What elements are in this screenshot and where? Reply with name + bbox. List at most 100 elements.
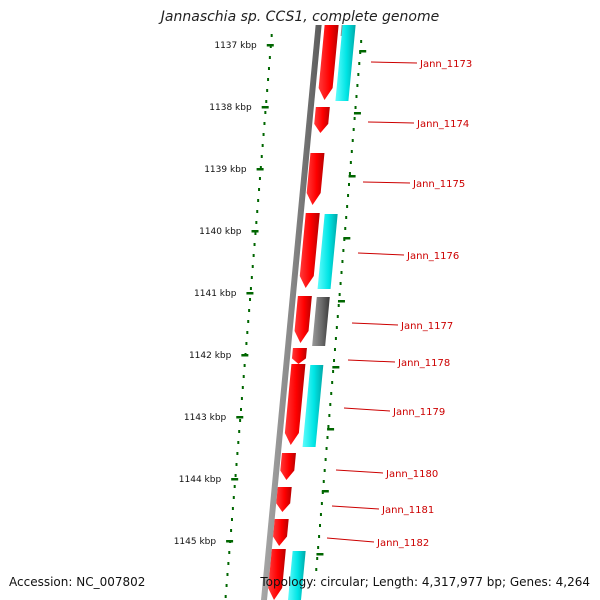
gene-leader-line: [343, 407, 391, 412]
outer-track-dot: [330, 392, 333, 395]
ruler-dot: [225, 584, 228, 587]
ruler-dot: [252, 254, 255, 257]
outer-track-dot: [329, 403, 332, 406]
outer-track-dot: [340, 271, 343, 274]
gene-label[interactable]: Jann_1179: [392, 407, 445, 418]
ruler-tick: [246, 292, 254, 295]
ruler-dot: [243, 364, 246, 367]
gene-arrow-jann-1175: [306, 153, 325, 205]
outer-track-tick: [321, 490, 329, 493]
ruler-tick-label: 1139 kbp: [204, 165, 247, 175]
ruler-dot: [265, 100, 268, 103]
outer-track-dot: [347, 183, 350, 186]
outer-track-dot: [352, 128, 355, 131]
gene-labels: Jann_1173 Jann_1174 Jann_1175 Jann_1176 Jann…: [326, 59, 472, 549]
ruler-dot: [240, 408, 243, 411]
ruler-dot: [266, 89, 269, 92]
ruler-tick: [236, 416, 244, 419]
outer-track-dot: [355, 95, 358, 98]
ruler-dot: [238, 430, 241, 433]
gene-label[interactable]: Jann_1177: [400, 321, 453, 332]
outer-track-dot: [320, 502, 323, 505]
ruler-dot: [226, 573, 229, 576]
ruler-dot: [259, 166, 262, 169]
gene-arrow-jann-1178: [291, 348, 307, 364]
gene-label[interactable]: Jann_1181: [381, 505, 434, 516]
ruler-tick-label: 1138 kbp: [209, 103, 252, 113]
gene-arrow-jann-1174: [314, 107, 330, 133]
outer-track-dot: [322, 480, 325, 483]
gene-leader-line: [335, 469, 384, 474]
ruler-dot: [249, 298, 252, 301]
outer-track-dot: [336, 315, 339, 318]
ruler-dot: [230, 529, 233, 532]
outer-track-dot: [342, 249, 345, 252]
outer-track-tick: [359, 50, 367, 53]
outer-track-dot: [331, 381, 334, 384]
map-title: Jannaschia sp. CCS1, complete genome: [160, 9, 440, 25]
ruler-dot: [230, 518, 233, 521]
ruler-dot: [239, 419, 242, 422]
pseudo-block-jann-1177: [312, 297, 330, 346]
outer-track-dot: [345, 216, 348, 219]
ruler-tick-label: 1145 kbp: [174, 537, 217, 547]
ruler-dot: [254, 232, 257, 235]
ruler-dot: [246, 331, 249, 334]
outer-track-tick: [337, 300, 345, 303]
cds-block-jann-1176: [317, 214, 338, 289]
gene-arrow-jann-1180: [280, 453, 296, 480]
outer-track-dot: [338, 293, 341, 296]
kbp-ruler: 1137 kbp 1138 kbp 1139 kbp 1140 kbp 1141 kbp…: [174, 34, 274, 598]
gene-label[interactable]: Jann_1178: [397, 358, 450, 369]
outer-track-tick: [343, 237, 351, 240]
gene-arrow-jann-1173: [318, 25, 339, 100]
ruler-dot: [240, 397, 243, 400]
outer-track-dot: [334, 337, 337, 340]
ruler-tick-label: 1142 kbp: [189, 351, 232, 361]
outer-track-dot: [319, 524, 322, 527]
ruler-tick-label: 1141 kbp: [194, 289, 237, 299]
outer-track-tick: [316, 553, 324, 556]
ruler-dot: [242, 375, 245, 378]
outer-track-dot: [351, 139, 354, 142]
ruler-dot: [258, 188, 261, 191]
outer-track-dot: [349, 161, 352, 164]
outer-track-dot: [323, 469, 326, 472]
outer-track-dot: [348, 172, 351, 175]
ruler-dot: [233, 485, 236, 488]
gene-label[interactable]: Jann_1176: [406, 251, 459, 262]
ruler-dot: [250, 276, 253, 279]
gene-label[interactable]: Jann_1174: [416, 119, 469, 130]
gene-leader-line: [331, 505, 380, 510]
ruler-dot: [228, 551, 231, 554]
ruler-dot: [267, 78, 270, 81]
outer-track-dot: [333, 348, 336, 351]
gene-label[interactable]: Jann_1173: [419, 59, 472, 70]
outer-track-dot: [347, 194, 350, 197]
ruler-dot: [257, 199, 260, 202]
ruler-dot: [261, 144, 264, 147]
ruler-tick: [261, 106, 269, 109]
gene-leader-line: [370, 61, 418, 64]
ruler-dot: [263, 122, 266, 125]
gene-label[interactable]: Jann_1175: [412, 179, 465, 190]
ruler-dot: [255, 221, 258, 224]
gene-leader-line: [362, 181, 411, 184]
gene-features: [268, 25, 356, 600]
outer-track-dot: [360, 40, 363, 43]
ruler-tick: [256, 168, 264, 171]
ruler-dot: [264, 111, 267, 114]
gene-label[interactable]: Jann_1182: [376, 538, 429, 549]
ruler-dot: [253, 243, 256, 246]
outer-track-dot: [318, 535, 321, 538]
ruler-dot: [258, 177, 261, 180]
outer-track-dot: [333, 359, 336, 362]
topology-text: Topology: circular; Length: 4,317,977 bp…: [260, 575, 590, 589]
ruler-tick-label: 1143 kbp: [184, 413, 227, 423]
outer-track-dot: [328, 414, 331, 417]
gene-leader-line: [367, 121, 415, 124]
gene-label[interactable]: Jann_1180: [385, 469, 438, 480]
outer-track-dot: [337, 304, 340, 307]
